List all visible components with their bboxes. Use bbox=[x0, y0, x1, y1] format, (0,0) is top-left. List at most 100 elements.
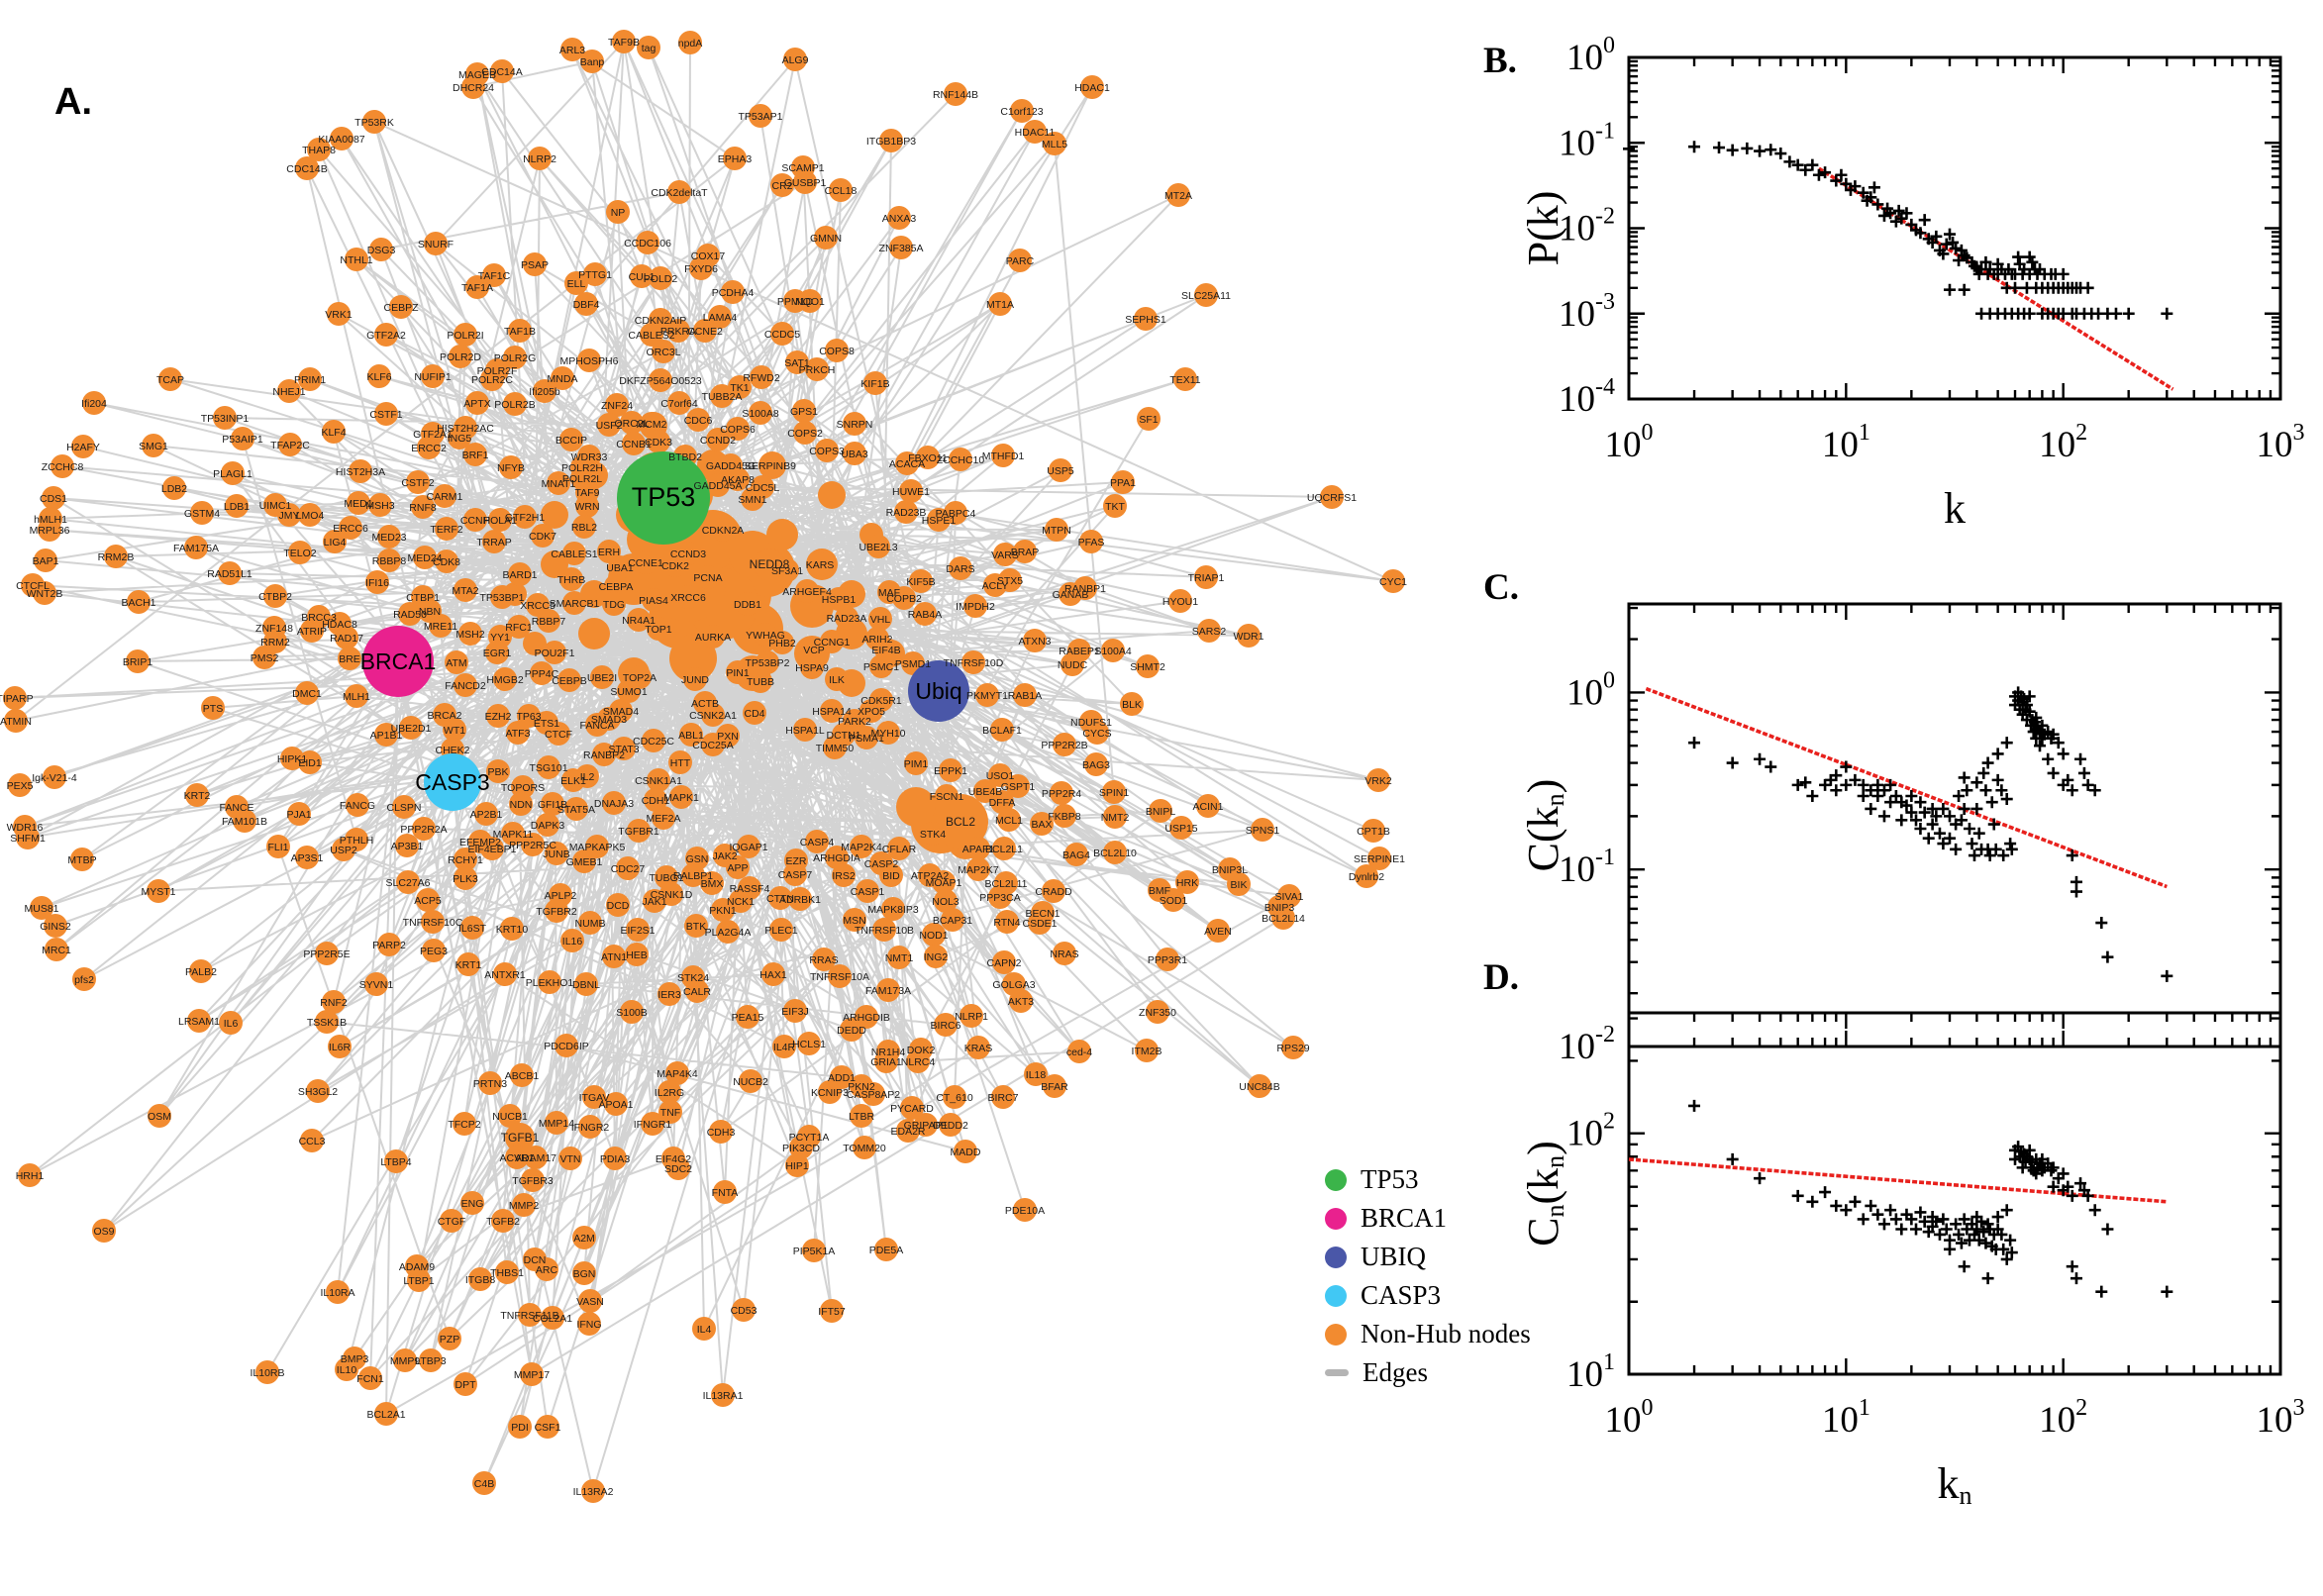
node-label: TGFB1 bbox=[501, 1131, 540, 1145]
node-label: CABLES1 bbox=[551, 549, 597, 560]
non-hub-node bbox=[127, 590, 151, 614]
node-label: UBE2L3 bbox=[858, 542, 897, 553]
non-hub-node bbox=[339, 516, 362, 540]
node-label: SLC25A11 bbox=[1181, 290, 1231, 302]
node-label: PPP3CA bbox=[979, 892, 1020, 904]
non-hub-node bbox=[335, 626, 358, 649]
non-hub-node bbox=[490, 585, 514, 609]
non-hub-node bbox=[422, 939, 446, 962]
node-label: FANCD2 bbox=[445, 680, 486, 692]
node-label: PKN1 bbox=[709, 905, 737, 917]
node-label: SPNS1 bbox=[1246, 825, 1280, 837]
non-hub-node bbox=[213, 406, 237, 430]
node-label: CCNE1 bbox=[628, 557, 663, 569]
non-hub-node bbox=[666, 319, 690, 343]
node-label: AKAP8 bbox=[721, 474, 755, 486]
node-label: COL2A1 bbox=[533, 1313, 572, 1325]
non-hub-node bbox=[416, 888, 440, 912]
non-hub-node bbox=[850, 1104, 873, 1128]
node-label: BNIP3L bbox=[1212, 864, 1248, 876]
non-hub-node bbox=[850, 835, 873, 858]
non-hub-node bbox=[1013, 1198, 1037, 1222]
non-hub-node bbox=[393, 1348, 417, 1372]
node-label: KRT2 bbox=[184, 790, 211, 802]
non-hub-node bbox=[345, 684, 368, 708]
node-label: DBF4 bbox=[573, 299, 600, 311]
node-label: IL10RB bbox=[250, 1367, 284, 1379]
node-label: TUBG1 bbox=[649, 872, 683, 884]
non-hub-node bbox=[644, 788, 667, 812]
node-label: CDH3 bbox=[707, 1127, 736, 1139]
panel-b-label: B. bbox=[1483, 41, 1517, 81]
tick-label: 100 bbox=[1605, 1395, 1654, 1441]
node-label: STK4 bbox=[920, 829, 946, 841]
non-hub-node bbox=[531, 524, 555, 548]
node-label: IL4 bbox=[697, 1324, 712, 1336]
non-hub-node bbox=[453, 1112, 476, 1136]
non-hub-node bbox=[564, 271, 588, 295]
node-label: PDE5A bbox=[869, 1245, 903, 1256]
non-hub-node bbox=[347, 491, 370, 515]
node-label: APLP2 bbox=[545, 890, 577, 902]
node-label: MLL5 bbox=[1042, 139, 1067, 150]
node-label: FAM175A bbox=[173, 543, 219, 554]
node-label: MYST1 bbox=[141, 886, 175, 898]
node-label: RANBP1 bbox=[1064, 583, 1106, 595]
node-label: BRAP bbox=[1011, 547, 1040, 558]
legend-label: Edges bbox=[1363, 1357, 1428, 1387]
non-hub-node bbox=[805, 830, 829, 853]
non-hub-node bbox=[881, 897, 905, 921]
non-hub-node bbox=[894, 500, 918, 524]
non-hub-node bbox=[1134, 307, 1158, 331]
non-hub-node bbox=[396, 870, 420, 894]
node-label: CEBPB bbox=[552, 675, 587, 687]
node-label: MTPN bbox=[1042, 525, 1071, 537]
node-label: BRIP1 bbox=[123, 656, 153, 668]
non-hub-node bbox=[412, 817, 436, 841]
non-hub-node bbox=[3, 686, 27, 710]
node-label: Ifi205b bbox=[529, 386, 560, 398]
non-hub-node bbox=[523, 252, 547, 276]
non-hub-node bbox=[580, 50, 604, 73]
legend-label: BRCA1 bbox=[1361, 1203, 1448, 1233]
non-hub-node bbox=[770, 631, 794, 654]
node-label: HEB bbox=[626, 949, 648, 961]
node-label: PMS2 bbox=[251, 652, 279, 664]
non-hub-node bbox=[663, 553, 687, 577]
node-label: FANCE bbox=[219, 802, 253, 814]
node-label: PCYT1A bbox=[789, 1132, 830, 1144]
node-label: NOL3 bbox=[932, 896, 960, 908]
non-hub-node bbox=[896, 1119, 920, 1143]
node-label: AP3B1 bbox=[391, 841, 424, 852]
node-label: CYCS bbox=[1082, 728, 1111, 740]
node-label: CSDE1 bbox=[1022, 918, 1057, 930]
non-hub-node bbox=[992, 837, 1016, 860]
node-label: YWHAG bbox=[746, 630, 785, 642]
legend-item-brca1: BRCA1 bbox=[1325, 1199, 1531, 1238]
node-label: PTHLH bbox=[340, 835, 373, 847]
node-label: BMP3 bbox=[341, 1353, 369, 1365]
node-label: CDKN2A bbox=[702, 525, 745, 537]
non-hub-node bbox=[785, 1153, 809, 1177]
non-hub-node bbox=[899, 479, 923, 503]
non-hub-node bbox=[686, 408, 710, 432]
non-hub-node bbox=[158, 367, 182, 391]
non-hub-node bbox=[756, 650, 779, 674]
node-label: HUWE1 bbox=[892, 486, 930, 498]
node-label: CDKN2AIP bbox=[635, 315, 687, 327]
non-hub-node bbox=[277, 379, 301, 403]
non-hub-node bbox=[1355, 864, 1378, 888]
non-hub-node bbox=[961, 650, 985, 674]
node-label: PLK3 bbox=[453, 873, 478, 885]
node-label: MAPK11 bbox=[493, 829, 534, 841]
non-hub-node bbox=[330, 127, 354, 150]
non-hub-node bbox=[185, 783, 209, 807]
non-hub-node bbox=[71, 435, 95, 458]
node-label: MADD bbox=[951, 1147, 981, 1158]
non-hub-node bbox=[620, 411, 644, 435]
node-label: MSH2 bbox=[455, 629, 484, 641]
legend-item-ubiq: UBIQ bbox=[1325, 1238, 1531, 1276]
non-hub-node bbox=[669, 785, 693, 809]
node-label: CSTF2 bbox=[401, 477, 434, 489]
